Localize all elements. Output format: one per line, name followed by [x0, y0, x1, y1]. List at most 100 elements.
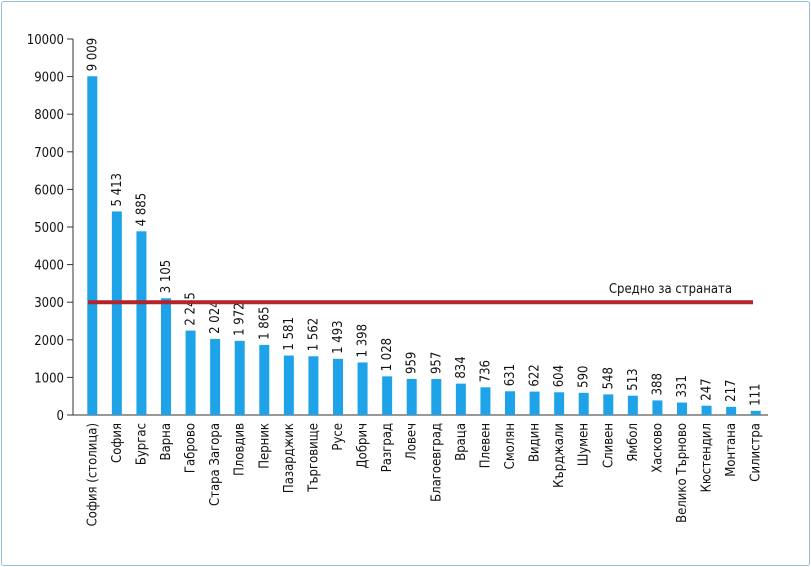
bar-value-label: 217: [724, 380, 739, 402]
bar: [259, 344, 270, 415]
bar: [185, 330, 196, 415]
bar-value-label: 1 398: [356, 324, 371, 357]
bar-value-label: 834: [454, 356, 469, 378]
bar: [136, 231, 147, 415]
y-tick-label: 5000: [34, 221, 64, 236]
category-label: Перник: [257, 423, 272, 469]
category-label: Кърджали: [552, 423, 567, 488]
category-label: Бургас: [134, 423, 149, 465]
category-label: Пазарджик: [282, 423, 297, 493]
bar-value-label: 1 581: [282, 317, 297, 350]
bar: [554, 392, 565, 415]
category-label: Шумен: [577, 423, 592, 466]
category-label: Русе: [331, 423, 346, 451]
bar: [210, 338, 221, 415]
bar: [382, 376, 393, 415]
bar-value-label: 1 028: [380, 338, 395, 371]
category-label: Ямбол: [626, 423, 641, 462]
category-label: София (столица): [85, 423, 100, 526]
bar: [283, 355, 294, 415]
bar-value-label: 622: [528, 364, 543, 386]
category-label: Търговище: [306, 423, 321, 493]
category-label: Пловдив: [233, 423, 248, 476]
bar-value-label: 1 972: [233, 302, 248, 335]
y-tick-label: 8000: [34, 108, 64, 123]
y-tick-label: 1000: [34, 371, 64, 386]
y-tick-label: 2000: [34, 334, 64, 349]
y-tick-label: 4000: [34, 259, 64, 274]
category-label: Монтана: [724, 423, 739, 477]
bar: [161, 298, 171, 415]
bar-value-label: 331: [675, 375, 690, 397]
bar: [406, 378, 417, 415]
bar-value-label: 1 865: [257, 306, 272, 339]
bar: [652, 400, 663, 415]
category-label: Варна: [159, 423, 174, 460]
category-label: София: [110, 423, 125, 463]
bar: [603, 394, 614, 415]
bar: [455, 383, 466, 415]
category-label: Сливен: [601, 423, 616, 468]
bar: [505, 391, 515, 415]
bar: [308, 356, 319, 415]
bar: [578, 392, 589, 415]
bar-value-label: 548: [601, 367, 616, 389]
reference-line-group: Средно за страната: [88, 282, 753, 305]
y-tick-label: 10000: [27, 33, 64, 48]
category-label: Стара Загора: [208, 423, 223, 506]
bar: [87, 76, 98, 415]
y-tick-label: 7000: [34, 146, 64, 161]
bar-value-label: 604: [552, 365, 567, 387]
bar-value-label: 1 493: [331, 320, 346, 353]
bar-value-label: 736: [478, 360, 493, 382]
bar-value-label: 631: [503, 364, 518, 386]
average-line-label: Средно за страната: [609, 282, 732, 297]
bar-value-label: 959: [405, 352, 420, 374]
category-label: Смолян: [503, 423, 518, 469]
category-label: Благоевград: [429, 423, 444, 502]
y-tick-label: 3000: [34, 296, 64, 311]
bar: [357, 362, 368, 415]
category-label: Ловеч: [405, 423, 420, 460]
bar-value-label: 5 413: [110, 173, 125, 206]
bar: [726, 406, 737, 415]
bar: [750, 410, 761, 415]
value-labels: 9 009 5 413 4 885 3 105 2 245 2 024 1 972 1 865…: [85, 38, 763, 406]
bar-value-label: 590: [577, 365, 592, 387]
bar-value-label: 3 105: [159, 260, 174, 293]
category-label: Хасково: [650, 423, 665, 473]
bar-value-label: 111: [749, 383, 764, 405]
bar-value-label: 2 024: [208, 300, 223, 333]
bar-value-label: 2 245: [184, 292, 199, 325]
y-tick-label: 9000: [34, 71, 64, 86]
bar: [677, 402, 687, 415]
bar-value-label: 1 562: [306, 318, 321, 351]
bar: [529, 391, 540, 415]
bar-value-label: 247: [700, 378, 715, 400]
bar: [431, 379, 442, 415]
category-label: Кюстендил: [700, 423, 715, 492]
y-tick-label: 6000: [34, 183, 64, 198]
category-label: Видин: [528, 423, 543, 462]
bar-value-label: 9 009: [85, 38, 100, 71]
bar-value-label: 388: [650, 373, 665, 395]
y-tick-label: 0: [57, 409, 64, 424]
category-label: Враца: [454, 423, 469, 461]
bar: [627, 395, 638, 415]
bar: [480, 387, 491, 415]
bar: [333, 358, 343, 415]
bar: [701, 405, 712, 415]
bar: [234, 340, 245, 415]
category-label: Габрово: [184, 423, 199, 473]
bars: [87, 76, 761, 415]
category-label: Разград: [380, 423, 395, 472]
category-labels: София (столица) София Бургас Варна Габрово Ст…: [85, 423, 763, 526]
bar-value-label: 4 885: [134, 193, 149, 226]
category-label: Велико Търново: [675, 423, 690, 523]
bar-value-label: 513: [626, 368, 641, 390]
bar-value-label: 957: [429, 352, 444, 374]
category-label: Плевен: [478, 423, 493, 468]
bar: [111, 211, 122, 415]
